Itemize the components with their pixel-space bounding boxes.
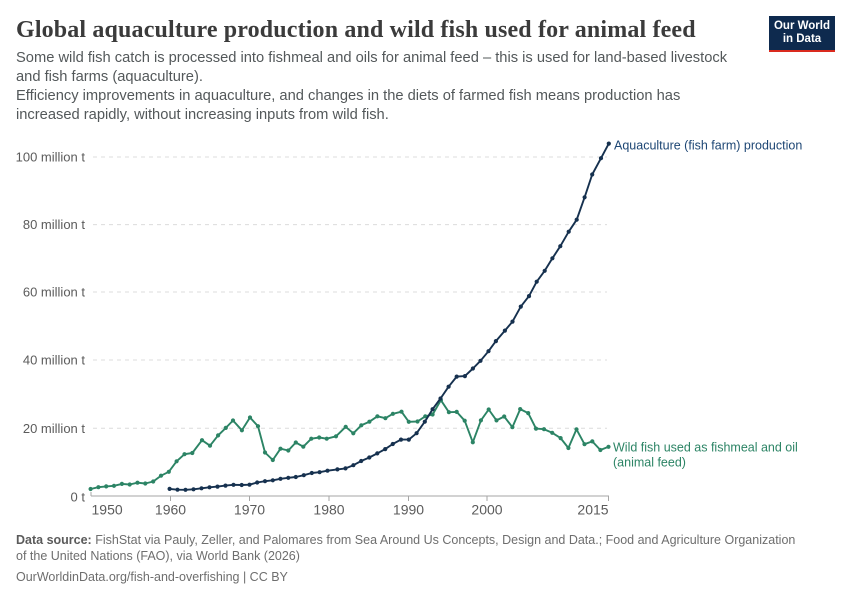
svg-text:0 t: 0 t <box>71 490 86 505</box>
svg-text:1990: 1990 <box>393 502 424 518</box>
svg-text:Aquaculture (fish farm) produc: Aquaculture (fish farm) production <box>614 139 802 153</box>
svg-text:20 million t: 20 million t <box>23 421 86 436</box>
svg-text:1980: 1980 <box>313 502 344 518</box>
svg-text:2015: 2015 <box>577 502 608 518</box>
svg-text:1960: 1960 <box>155 502 186 518</box>
svg-text:40 million t: 40 million t <box>23 353 86 368</box>
svg-text:80 million t: 80 million t <box>23 217 86 232</box>
svg-text:1950: 1950 <box>92 502 123 518</box>
svg-text:2000: 2000 <box>471 502 502 518</box>
svg-text:100 million t: 100 million t <box>16 150 86 165</box>
svg-text:Wild fish used as fishmeal and: Wild fish used as fishmeal and oil <box>613 441 798 455</box>
svg-text:60 million t: 60 million t <box>23 285 86 300</box>
svg-text:1970: 1970 <box>234 502 265 518</box>
svg-text:(animal feed): (animal feed) <box>613 456 686 470</box>
